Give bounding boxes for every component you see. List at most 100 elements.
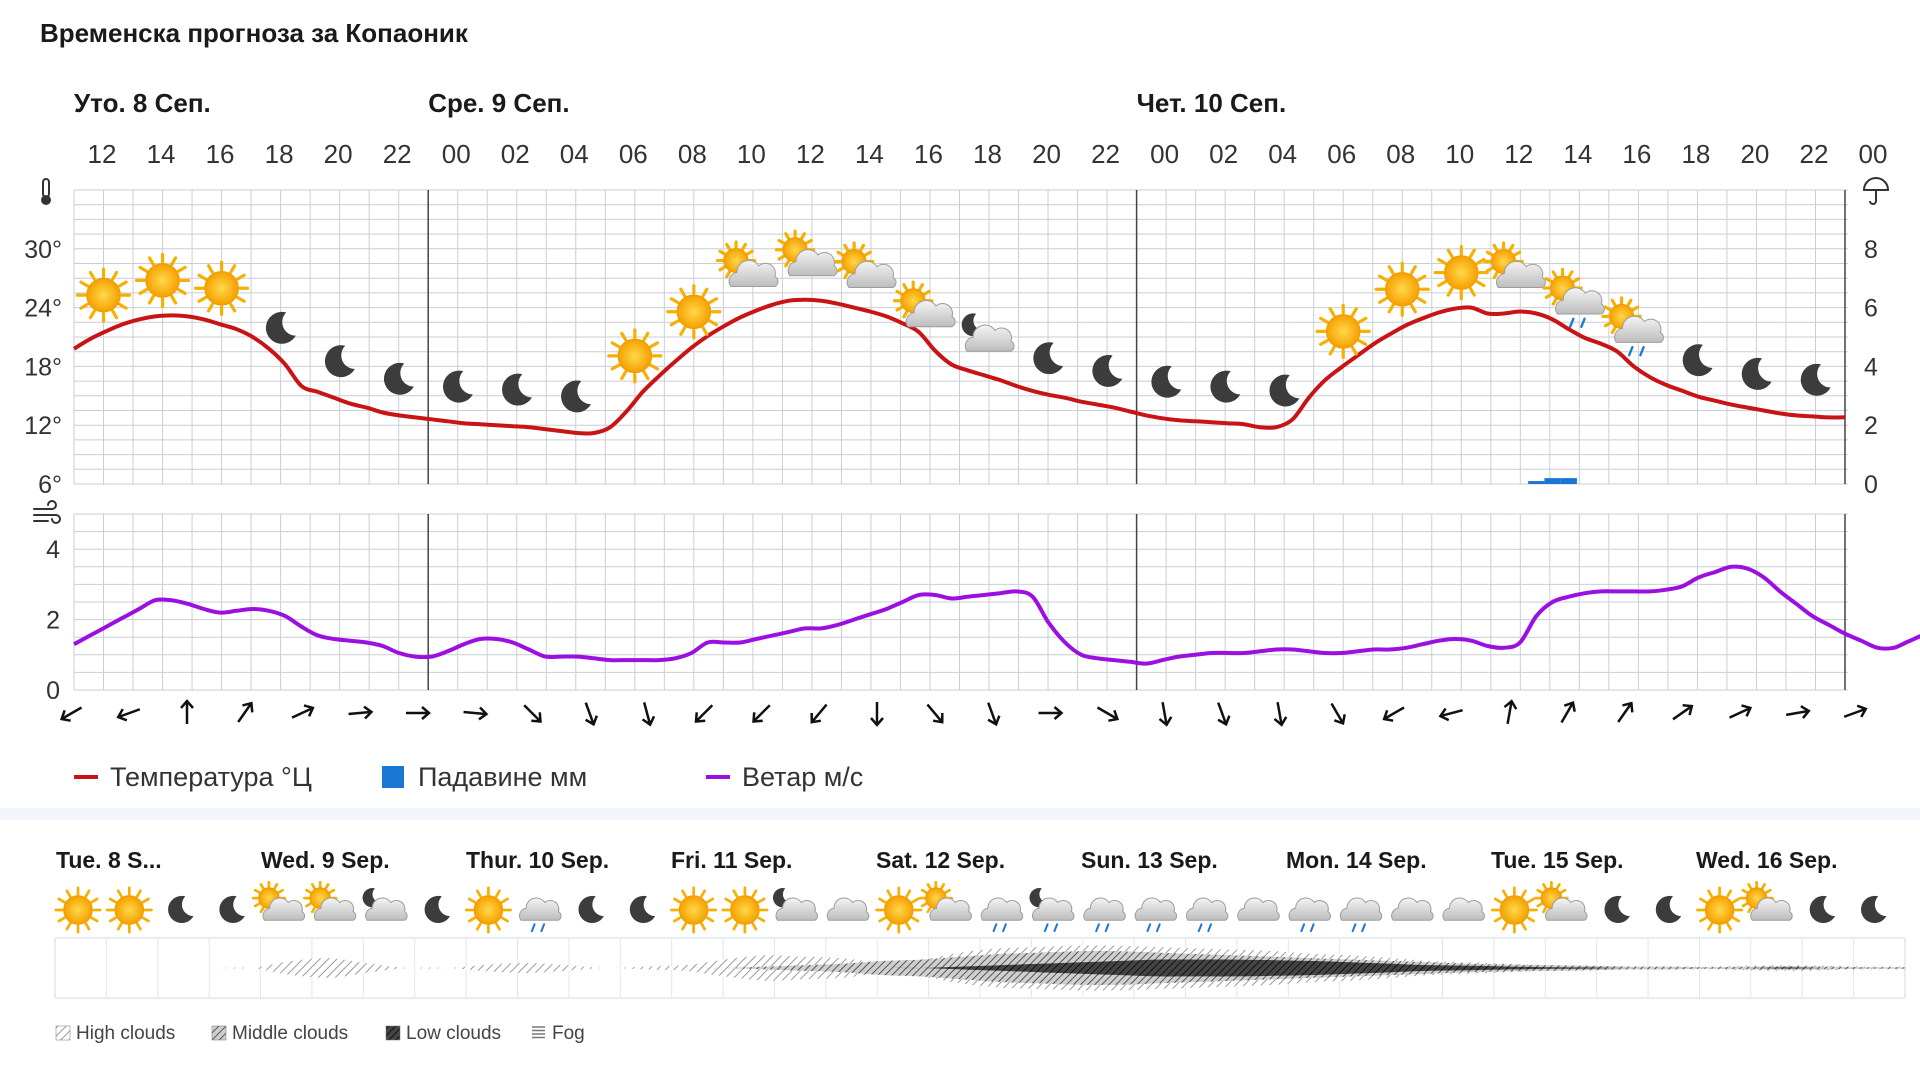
arrow-shaft	[1785, 709, 1809, 717]
sun-ray	[940, 883, 946, 890]
arrow-shaft	[695, 704, 714, 722]
moon-shape	[629, 895, 656, 924]
sun-ray	[310, 906, 316, 914]
cloud-body	[1339, 897, 1383, 921]
wind-line	[73, 564, 1920, 666]
cloud-shape	[1555, 287, 1605, 315]
cloud-body	[846, 260, 897, 289]
cloud-shape	[1442, 897, 1485, 921]
sun-disc	[730, 895, 760, 925]
sun-ray	[718, 249, 727, 256]
cloud-legend-label: High clouds	[76, 1023, 175, 1044]
sun-ray	[863, 250, 872, 257]
sun-ray	[926, 906, 932, 914]
arrow-shaft	[291, 707, 313, 719]
temperature-line	[72, 297, 1846, 436]
sun-ray	[88, 309, 96, 320]
sun-ray	[138, 288, 149, 296]
sun-ray	[732, 922, 739, 931]
sun-cloud-icon	[1739, 880, 1793, 921]
sun-ray	[138, 265, 149, 273]
sun-ray	[1378, 296, 1388, 304]
sun-ray	[1409, 265, 1417, 275]
sun-ray	[1378, 274, 1388, 282]
precip-tick: 8	[1864, 236, 1878, 264]
sun-ray	[1387, 303, 1395, 314]
cloud-shape	[1391, 897, 1434, 921]
cloud-body	[365, 897, 408, 921]
sun-disc	[63, 895, 93, 925]
cloud-shape	[365, 897, 408, 921]
sun-ray	[859, 243, 866, 252]
wind-arrow	[641, 702, 656, 727]
cloud-body	[1185, 897, 1229, 921]
cloud-rain-icon	[1288, 897, 1332, 933]
sun-ray	[895, 305, 904, 312]
sun-ray	[500, 916, 509, 923]
sun-disc	[1384, 271, 1420, 307]
sun-ray	[135, 922, 142, 931]
sun-ray	[911, 916, 920, 923]
cloud-layers-box	[54, 937, 1906, 999]
sun-ray	[1501, 922, 1508, 931]
sun-ray	[111, 309, 119, 320]
rain-drop	[1627, 345, 1634, 357]
sun-ray	[701, 326, 709, 336]
cloud-body	[262, 897, 306, 921]
hour-label: 18	[1681, 139, 1710, 169]
sun-cloud-icon	[833, 241, 897, 289]
moon-shape	[424, 895, 450, 924]
sun-ray	[305, 888, 312, 894]
wind-icon	[33, 500, 61, 524]
sun-ray	[1726, 922, 1733, 931]
sun-ray	[1437, 257, 1447, 265]
cloud-legend-label: Middle clouds	[232, 1023, 348, 1044]
hour-label: 00	[1150, 139, 1179, 169]
moon-shape	[1604, 895, 1630, 924]
sun-disc	[204, 270, 239, 306]
moon-cloud-icon	[961, 313, 1015, 352]
moon-shape	[1655, 895, 1682, 924]
hour-label: 06	[1327, 139, 1356, 169]
thermometer-stem	[42, 178, 50, 198]
moon-shape	[1800, 363, 1831, 396]
sun-ray	[1764, 888, 1772, 894]
moon-icon	[502, 373, 532, 406]
sun-cloud-icon	[918, 880, 972, 921]
sun-ray	[620, 331, 628, 342]
sun-icon	[1696, 886, 1744, 934]
sun-ray	[886, 889, 893, 898]
cloud-shape	[1032, 897, 1075, 921]
rain-drop	[992, 923, 998, 933]
sun-ray	[1707, 922, 1714, 931]
day-labels: Tue. 8 S... Wed. 9 Sep. Thur. 10 Sep. Fri. …	[56, 847, 1837, 873]
arrow-head	[584, 715, 599, 727]
day-label: Сре. 9 Сеп.	[428, 88, 569, 118]
arrow-shaft	[523, 704, 541, 722]
legend-label: Падавине мм	[418, 762, 587, 792]
sun-ray	[642, 331, 650, 342]
sun-ray	[259, 906, 265, 914]
hour-label: 10	[737, 139, 766, 169]
arrow-head	[752, 712, 763, 723]
cloud-legend-swatch	[385, 1025, 401, 1041]
sun-cloud-icon	[715, 240, 779, 288]
sun-ray	[117, 302, 128, 310]
umbrella-icon	[1862, 177, 1890, 205]
cloud-body	[1750, 897, 1793, 921]
wind-arrow	[523, 704, 542, 723]
sun-ray	[1416, 296, 1427, 304]
moon-shape	[1210, 370, 1241, 403]
cloud-body	[1545, 897, 1588, 921]
rain-drop	[1053, 923, 1059, 933]
sun-ray	[705, 916, 715, 923]
arrow-shaft	[463, 710, 486, 716]
sun-ray	[724, 916, 733, 923]
sun-ray	[1387, 265, 1395, 275]
moon-icon	[219, 895, 245, 924]
precip-tick: 2	[1864, 412, 1878, 440]
sun-ray	[1357, 316, 1368, 324]
cloud-shape	[1614, 315, 1664, 343]
sun-ray	[1699, 897, 1708, 904]
